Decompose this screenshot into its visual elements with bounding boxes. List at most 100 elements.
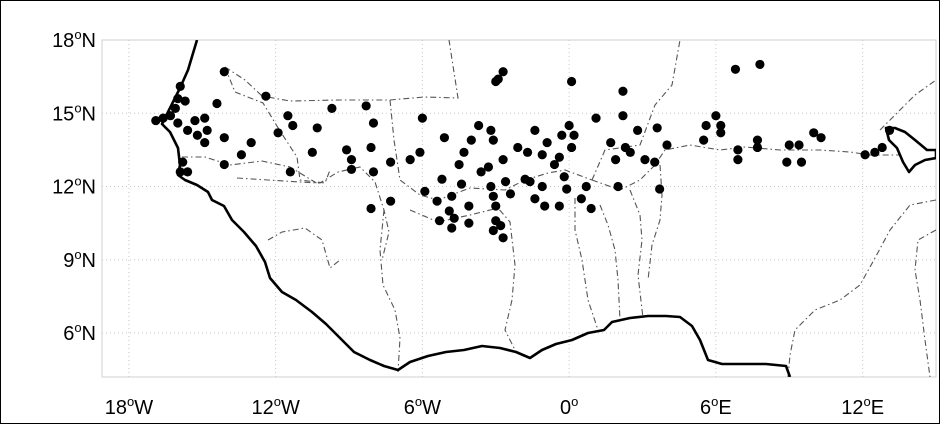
station-point: [175, 81, 185, 91]
station-point: [513, 142, 523, 153]
station-point: [200, 113, 210, 123]
station-point: [439, 133, 450, 143]
station-point: [816, 133, 826, 143]
station-point: [283, 111, 293, 121]
station-point: [454, 159, 464, 170]
station-point: [618, 111, 628, 121]
station-point: [613, 181, 623, 192]
border-mali-niger: [591, 40, 681, 181]
station-point: [273, 128, 283, 138]
station-point: [699, 135, 709, 145]
station-point: [581, 181, 591, 192]
station-point: [530, 194, 540, 204]
station-point: [625, 147, 635, 157]
station-point: [606, 137, 616, 148]
station-point: [498, 155, 508, 165]
border-nigeria-niger-south: [647, 164, 663, 281]
station-point: [200, 137, 210, 148]
station-point: [434, 216, 445, 226]
station-point: [464, 201, 474, 211]
station-point: [537, 181, 547, 192]
station-point: [730, 64, 741, 74]
station-point: [432, 196, 442, 206]
station-point: [385, 157, 396, 167]
latitude-label: 12oN: [52, 174, 96, 199]
station-point: [633, 125, 643, 135]
station-point: [549, 159, 560, 170]
station-point: [459, 147, 469, 157]
graticule: [102, 39, 936, 377]
station-point: [219, 159, 229, 170]
station-point: [366, 142, 376, 153]
station-point: [782, 157, 792, 167]
station-point: [474, 120, 484, 131]
border-mali-burkina: [389, 99, 593, 201]
station-point: [525, 177, 535, 187]
longitude-label: 18oW: [105, 394, 153, 419]
station-point: [212, 98, 222, 109]
station-point: [496, 220, 506, 231]
station-point: [733, 145, 743, 155]
border-ivory-ghana: [409, 207, 516, 351]
station-point: [341, 145, 352, 155]
station-point: [173, 118, 183, 128]
station-point: [796, 157, 807, 167]
station-point: [447, 191, 457, 201]
station-point: [312, 123, 322, 133]
station-point: [488, 191, 498, 201]
station-point: [716, 128, 726, 138]
station-point: [368, 167, 379, 177]
border-mauritania-mali: [224, 40, 459, 102]
latitude-label: 15oN: [52, 100, 96, 125]
station-point: [884, 125, 895, 135]
border-nigeria-cameroon: [787, 199, 936, 377]
station-point: [219, 67, 229, 77]
border-gambia-guinea: [182, 156, 319, 185]
station-point: [486, 125, 496, 135]
station-point: [183, 125, 193, 135]
station-point: [202, 125, 212, 135]
station-point: [557, 130, 567, 140]
station-point: [530, 125, 540, 135]
station-point: [559, 172, 569, 182]
station-point: [498, 67, 508, 77]
station-point: [183, 167, 193, 177]
station-point: [752, 135, 763, 145]
station-point: [537, 150, 547, 160]
station-point: [483, 162, 494, 172]
station-point: [701, 120, 711, 131]
lake-chad: [884, 126, 936, 174]
station-point: [562, 184, 572, 194]
station-point: [809, 128, 819, 138]
station-point: [327, 103, 337, 113]
station-point: [611, 155, 621, 165]
station-point: [175, 167, 185, 177]
station-point: [366, 203, 376, 214]
station-point: [288, 120, 298, 131]
plot-area: [101, 39, 937, 378]
station-point: [711, 111, 721, 121]
station-points: [151, 59, 895, 243]
station-point: [170, 103, 180, 113]
station-point: [165, 111, 176, 121]
station-point: [491, 201, 501, 211]
station-point: [733, 155, 743, 165]
station-point: [456, 179, 467, 189]
station-point: [405, 155, 415, 165]
station-point: [346, 164, 357, 175]
border-togo-benin: [599, 204, 621, 321]
station-point: [498, 233, 508, 243]
station-point: [285, 167, 295, 177]
longitude-label: 0o: [560, 394, 578, 419]
station-point: [466, 135, 476, 145]
station-point: [219, 133, 229, 143]
station-point: [542, 137, 552, 148]
longitude-labels: 18oW 12oW 6oW 0o 6oE 12oE: [105, 394, 884, 419]
station-point: [566, 76, 577, 87]
country-borders: [182, 40, 936, 377]
station-point: [554, 201, 564, 211]
station-point: [417, 113, 427, 123]
station-point: [569, 130, 579, 140]
station-point: [716, 120, 726, 131]
station-point: [870, 147, 880, 157]
